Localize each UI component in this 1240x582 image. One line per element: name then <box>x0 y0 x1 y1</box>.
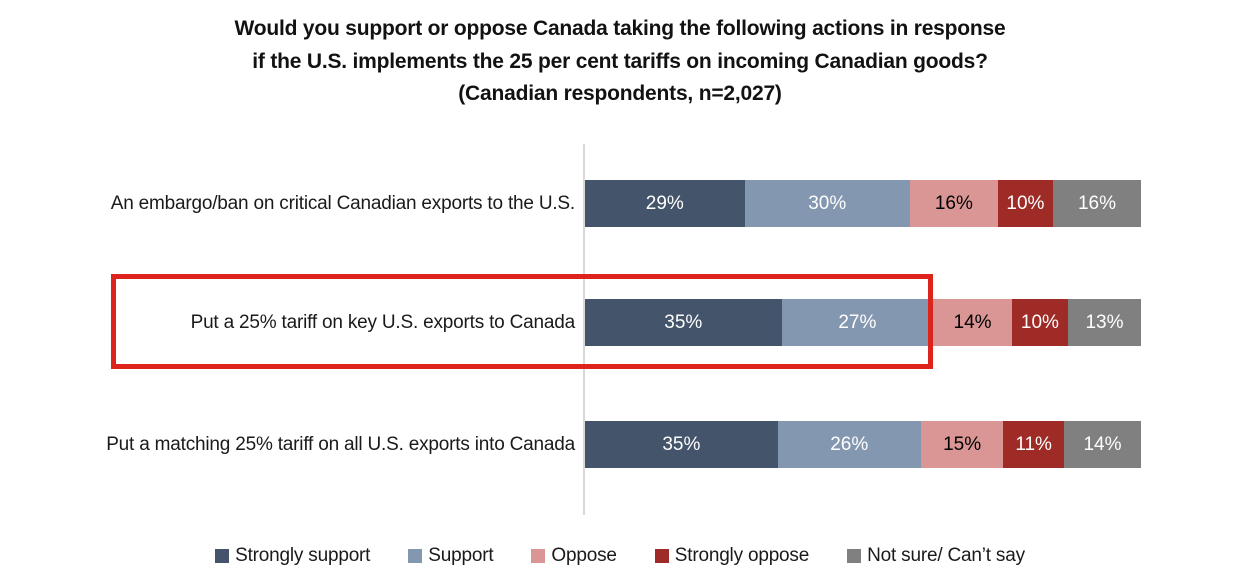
legend-item: Support <box>408 545 494 567</box>
legend-label: Support <box>428 545 494 566</box>
segment-value-label: 27% <box>838 311 877 333</box>
segment-value-label: 10% <box>1006 192 1045 214</box>
segment-value-label: 35% <box>664 311 703 333</box>
stacked-bar: 29% 30% 16% 10% 16% <box>585 180 1141 227</box>
legend-item: Oppose <box>531 545 617 567</box>
bar-segment-support: 30% <box>744 180 910 227</box>
segment-value-label: 30% <box>808 192 847 214</box>
category-label: Put a 25% tariff on key U.S. exports to … <box>190 311 576 333</box>
bar-segment-strongly-oppose: 10% <box>1011 299 1068 346</box>
segment-value-label: 13% <box>1085 311 1124 333</box>
legend-swatch <box>215 549 230 563</box>
legend-label: Oppose <box>551 545 617 566</box>
stacked-bar: 35% 27% 14% 10% 13% <box>585 299 1141 346</box>
segment-value-label: 15% <box>943 433 982 455</box>
bar-segment-not-sure-can-t-say: 16% <box>1052 180 1141 227</box>
legend-label: Not sure/ Can’t say <box>867 545 1025 566</box>
bar-segment-oppose: 16% <box>909 180 998 227</box>
chart-title-line-2: if the U.S. implements the 25 per cent t… <box>252 49 988 73</box>
bar-segment-strongly-support: 29% <box>585 180 745 227</box>
segment-value-label: 10% <box>1020 311 1059 333</box>
bar-segment-strongly-oppose: 11% <box>1003 421 1064 468</box>
legend-label: Strongly oppose <box>674 545 810 566</box>
legend-swatch <box>847 549 862 563</box>
chart-title: Would you support or oppose Canada takin… <box>0 13 1240 111</box>
bar-segment-not-sure-can-t-say: 14% <box>1063 421 1141 468</box>
bar-row: Put a matching 25% tariff on all U.S. ex… <box>0 421 1240 468</box>
segment-value-label: 26% <box>830 433 869 455</box>
category-axis-line <box>583 144 585 515</box>
legend-swatch <box>408 549 423 563</box>
legend-label: Strongly support <box>235 545 371 566</box>
bar-segment-strongly-support: 35% <box>585 299 782 346</box>
segment-value-label: 14% <box>1083 433 1122 455</box>
bar-row: Put a 25% tariff on key U.S. exports to … <box>0 299 1240 346</box>
bar-segment-oppose: 15% <box>920 421 1004 468</box>
segment-value-label: 29% <box>645 192 684 214</box>
legend-item: Not sure/ Can’t say <box>847 545 1025 567</box>
segment-value-label: 11% <box>1015 433 1052 455</box>
legend-item: Strongly support <box>215 545 370 567</box>
bar-segment-support: 27% <box>781 299 934 346</box>
legend: Strongly support Support Oppose Strongly op… <box>0 541 1240 571</box>
legend-item: Strongly oppose <box>654 545 810 567</box>
bar-segment-strongly-oppose: 10% <box>997 180 1053 227</box>
segment-value-label: 14% <box>953 311 992 333</box>
bar-segment-strongly-support: 35% <box>585 421 778 468</box>
legend-swatch <box>531 549 546 563</box>
bar-segment-oppose: 14% <box>933 299 1012 346</box>
stacked-bar: 35% 26% 15% 11% 14% <box>585 421 1141 468</box>
segment-value-label: 16% <box>1077 192 1116 214</box>
chart-title-line-1: Would you support or oppose Canada takin… <box>234 17 1006 40</box>
segment-value-label: 16% <box>934 192 973 214</box>
category-label: An embargo/ban on critical Canadian expo… <box>110 192 575 214</box>
bar-row: An embargo/ban on critical Canadian expo… <box>0 180 1240 227</box>
segment-value-label: 35% <box>662 433 701 455</box>
category-label: Put a matching 25% tariff on all U.S. ex… <box>106 433 575 455</box>
chart-title-line-3: (Canadian respondents, n=2,027) <box>458 82 782 105</box>
legend-swatch <box>654 549 669 563</box>
bar-segment-not-sure-can-t-say: 13% <box>1067 299 1141 346</box>
bar-segment-support: 26% <box>777 421 921 468</box>
